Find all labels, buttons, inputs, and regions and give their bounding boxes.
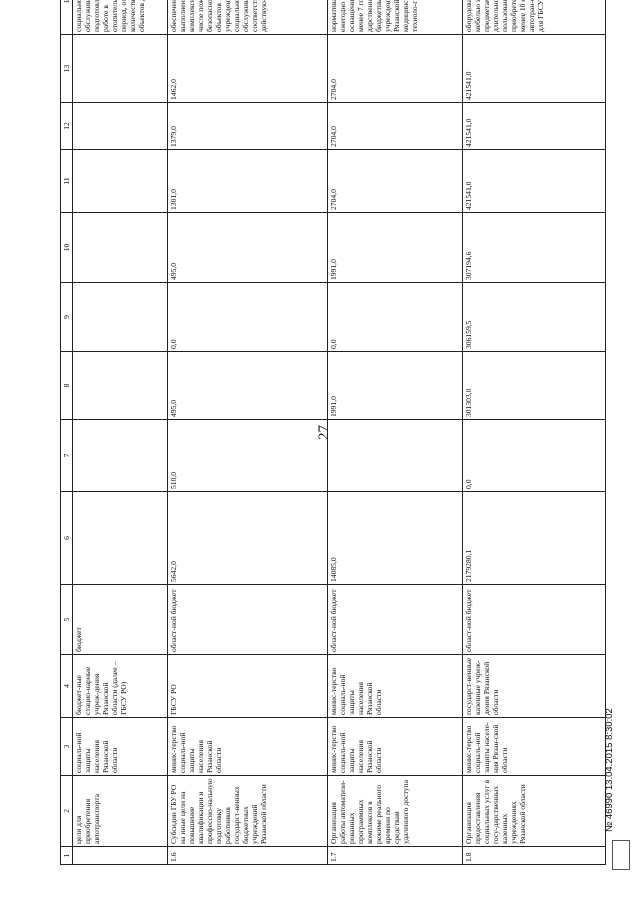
header-cell: 11 [60, 149, 73, 213]
table-cell: минис-терство социаль-ной защиты населен… [327, 717, 463, 776]
header-row: 1234567891011121314 [60, 0, 73, 865]
header-cell: 9 [60, 282, 73, 352]
table-cell: 421541,0 [462, 102, 606, 150]
header-cell: 2 [60, 775, 73, 847]
table-cell: государст-венные казенные учреж-дения Ря… [462, 654, 606, 718]
table-cell: минис-терство социаль-ной защиты населе-… [462, 717, 606, 776]
header-cell: 7 [60, 419, 73, 492]
table-cell: 1.8 [462, 846, 606, 865]
table-cell: ГБСУ РО [167, 654, 328, 718]
table-cell [72, 34, 168, 103]
table-cell: 0,0 [327, 282, 463, 352]
header-cell: 8 [60, 351, 73, 420]
table-cell: 5642,0 [167, 491, 328, 585]
table-cell: 14085,0 [327, 491, 463, 585]
table-cell: обеспечение выполнения комплексной, в то… [167, 0, 328, 35]
table-cell [72, 212, 168, 283]
table-cell: 307194,6 [462, 212, 606, 283]
header-cell: 4 [60, 654, 73, 718]
header-cell: 3 [60, 717, 73, 776]
table-cell [72, 282, 168, 352]
table-cell: 495,0 [167, 212, 328, 283]
table-cell [72, 102, 168, 150]
table-row: 1.7 Организация работы автоматизи-рованны… [327, 0, 463, 865]
table-cell: 510,0 [167, 419, 328, 492]
logo [612, 840, 630, 870]
table: 1234567891011121314цели для приобретения… [60, 0, 606, 865]
table-row: 1.8 Организация предоставления социальных… [462, 0, 606, 865]
table-cell: Организация работы автоматизи-рованных п… [327, 775, 463, 847]
table-cell: 2179280,1 [462, 491, 606, 585]
table-cell: 1379,0 [167, 102, 328, 150]
table-cell: цели для приобретения автотранспорта [72, 775, 168, 847]
header-cell: 14 [60, 0, 73, 35]
table-cell [72, 419, 168, 492]
table-cell: социального обслуживания, подготовлен-ны… [72, 0, 168, 35]
table-cell: 306159,5 [462, 282, 606, 352]
table-cell: 2704,0 [327, 34, 463, 103]
table-cell [72, 351, 168, 420]
registration-stamp: № 46990 13.04.2015 8:30:02 [604, 708, 615, 832]
table-cell: 1301,0 [167, 149, 328, 213]
table-row: 1.6 Субсидии ГБУ РО на иные цели на повыш… [167, 0, 328, 865]
table-cell: 1462,0 [167, 34, 328, 103]
table-cell [72, 846, 168, 865]
table-cell [327, 419, 463, 492]
table-cell: минис-терство социаль-ной защиты населен… [327, 654, 463, 718]
table-cell: оборудова-нием, мебелью и предметами дли… [462, 0, 606, 35]
table-cell: 2704,0 [327, 149, 463, 213]
table-cell: 421541,0 [462, 149, 606, 213]
header-cell: 6 [60, 491, 73, 585]
table-cell [72, 149, 168, 213]
table-wrap: 1234567891011121314цели для приобретения… [60, 0, 606, 865]
table-cell: социаль-ной защиты населения Рязанской о… [72, 717, 168, 776]
table-cell: 0,0 [462, 419, 606, 492]
table-cell: 2704,0 [327, 102, 463, 150]
table-cell: 495,0 [167, 351, 328, 420]
table-cell: минис-терство социаль-ной защиты населен… [167, 717, 328, 776]
table-cell: бюджет-ные стацио-нарные учреж-дения Ряз… [72, 654, 168, 718]
table-cell: Субсидии ГБУ РО на иные цели на повышени… [167, 775, 328, 847]
table-cell: 1.6 [167, 846, 328, 865]
table-cell: област-ной бюджет [327, 584, 463, 655]
table-cell: нормативами ежегодно на 100%; оснащение … [327, 0, 463, 35]
table-cell: област-ной бюджет [462, 584, 606, 655]
header-cell: 5 [60, 584, 73, 655]
table-row: цели для приобретения автотранспорта соци… [72, 0, 168, 865]
table-cell: 1991,0 [327, 351, 463, 420]
table-cell: 421541,0 [462, 34, 606, 103]
table-cell: 1991,0 [327, 212, 463, 283]
header-cell: 13 [60, 34, 73, 103]
table-cell: 1.7 [327, 846, 463, 865]
table-cell [72, 491, 168, 585]
table-cell: Организация предоставления социальных ус… [462, 775, 606, 847]
table-cell: 301303,0 [462, 351, 606, 420]
header-cell: 12 [60, 102, 73, 150]
table-cell: 0,0 [167, 282, 328, 352]
table-cell: област-ной бюджет [167, 584, 328, 655]
header-cell: 10 [60, 212, 73, 283]
header-cell: 1 [60, 846, 73, 865]
table-cell: бюджет [72, 584, 168, 655]
